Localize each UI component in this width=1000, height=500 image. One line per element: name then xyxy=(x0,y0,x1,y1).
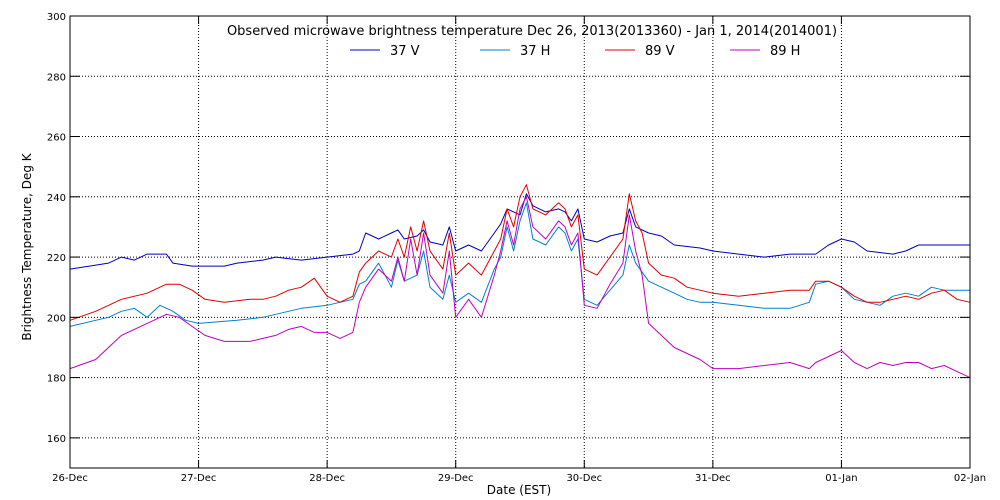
x-tick-label: 31-Dec xyxy=(695,473,731,484)
series-line-89-v xyxy=(69,184,971,321)
x-tick-label: 02-Jan xyxy=(954,473,986,484)
chart-title: Observed microwave brightness temperatur… xyxy=(227,24,837,39)
y-tick-label: 220 xyxy=(47,253,66,264)
y-tick-label: 260 xyxy=(47,133,66,144)
y-tick-label: 280 xyxy=(47,72,66,83)
legend-label: 89 H xyxy=(770,44,800,59)
y-tick-label: 200 xyxy=(47,313,66,324)
y-tick-label: 180 xyxy=(47,374,66,385)
x-axis-label: Date (EST) xyxy=(487,483,551,497)
legend: 37 V 37 H 89 V 89 H xyxy=(350,44,800,59)
series-line-37-h xyxy=(69,202,970,327)
x-tick-label: 27-Dec xyxy=(181,473,217,484)
y-axis-label: Brightness Temperature, Deg K xyxy=(20,152,34,340)
y-tick-label: 240 xyxy=(47,193,66,204)
legend-label: 37 H xyxy=(520,44,550,59)
y-tick-label: 160 xyxy=(47,434,66,445)
x-tick-label: 29-Dec xyxy=(438,473,474,484)
axis-ticks: 26-Dec 27-Dec 28-Dec 29-Dec 30-Dec 31-Dec 01-J… xyxy=(47,12,986,484)
plot-frame xyxy=(69,15,971,469)
x-tick-label: 30-Dec xyxy=(566,473,602,484)
series-line-37-v xyxy=(69,193,970,270)
legend-label: 89 V xyxy=(645,44,675,59)
x-tick-label: 26-Dec xyxy=(52,473,88,484)
legend-label: 37 V xyxy=(390,44,420,59)
x-tick-label: 28-Dec xyxy=(309,473,345,484)
x-tick-label: 01-Jan xyxy=(825,473,857,484)
y-tick-label: 300 xyxy=(47,12,66,23)
series-lines xyxy=(69,184,971,379)
series-line-89-h xyxy=(69,196,971,379)
